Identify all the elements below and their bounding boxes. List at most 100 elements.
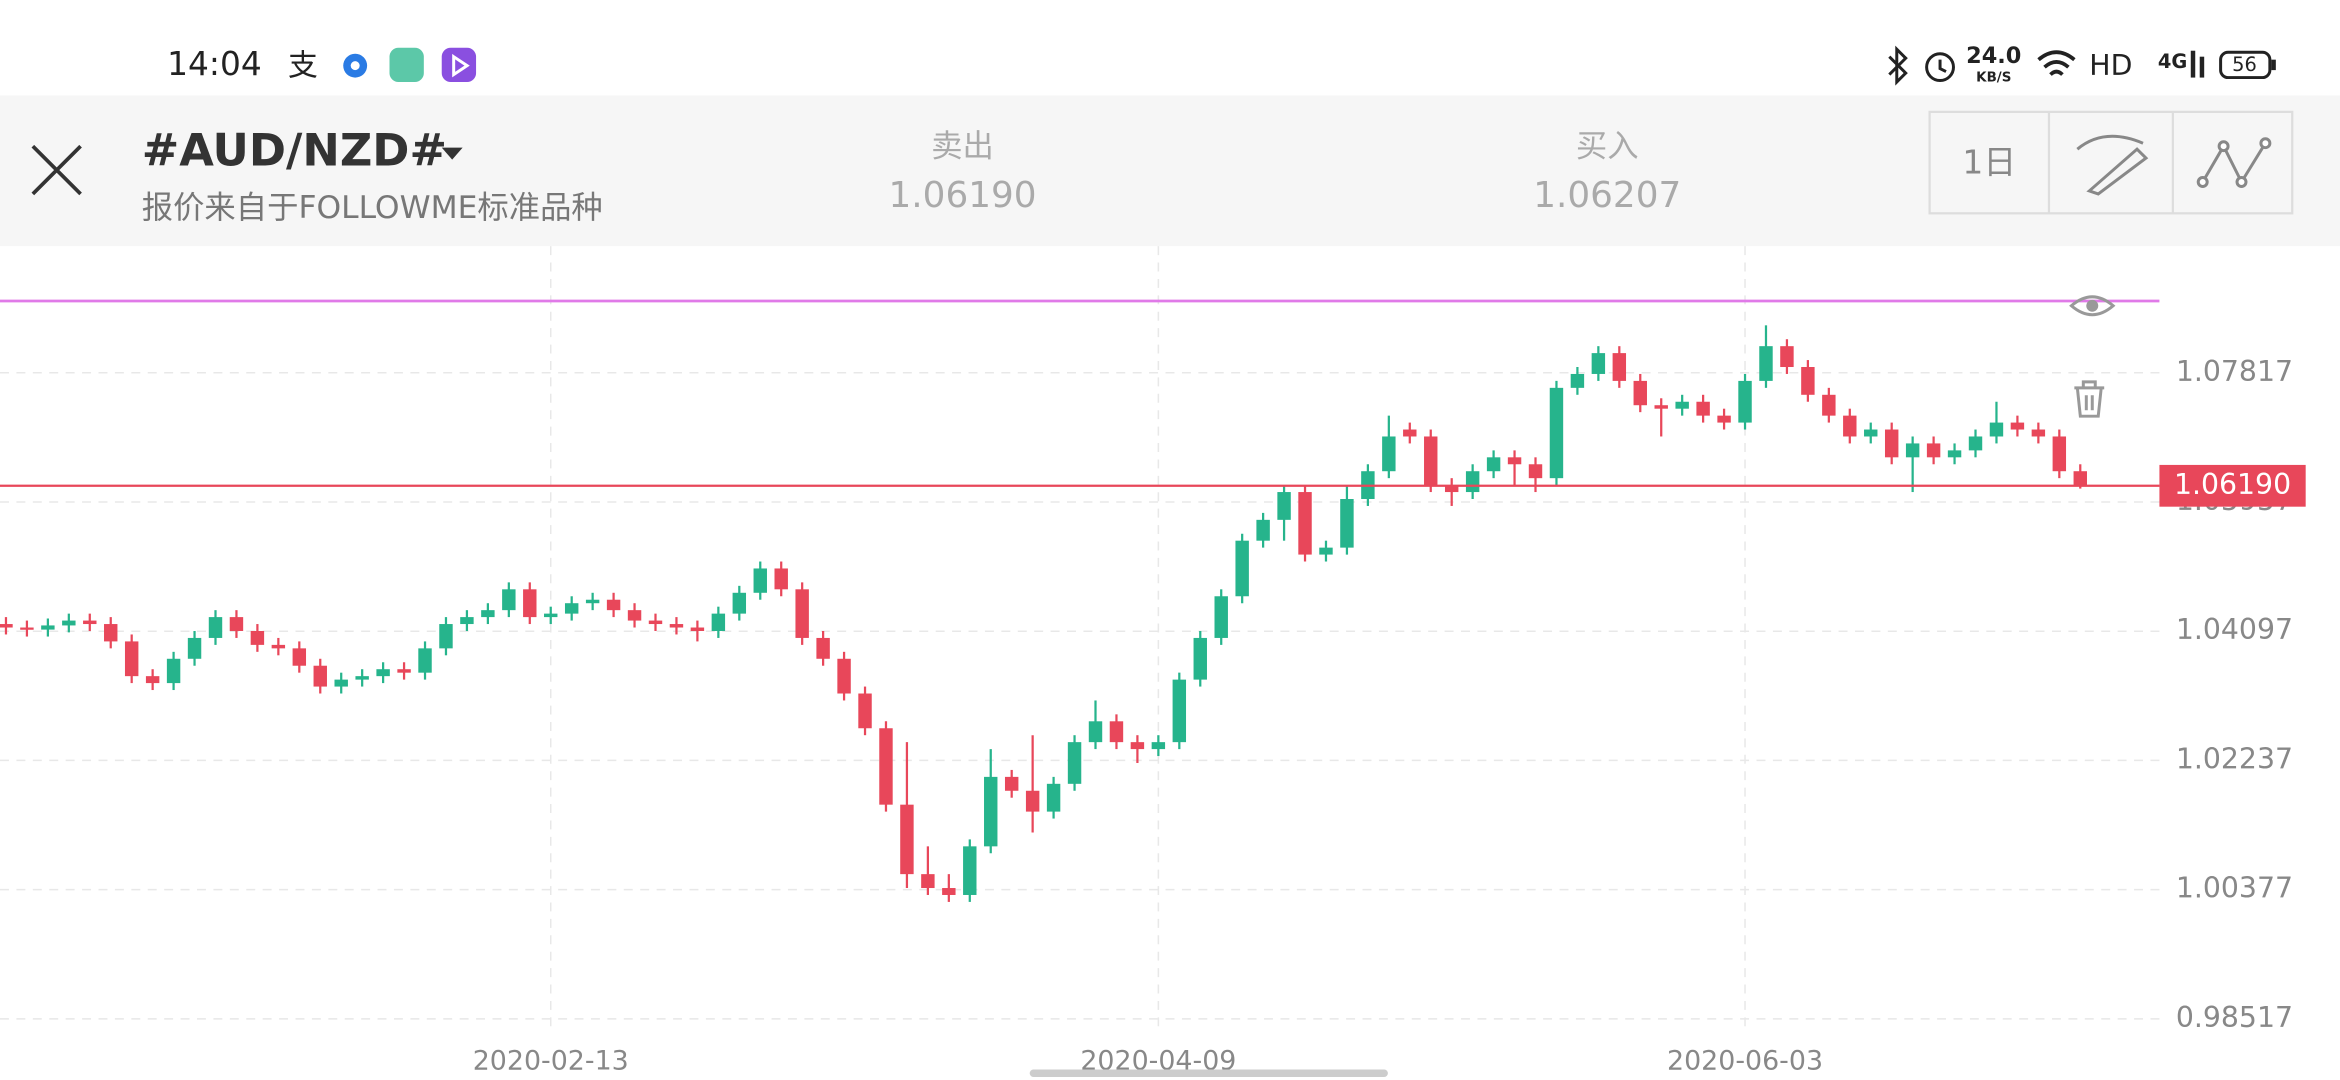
candle-body (1507, 457, 1522, 465)
symbol-dropdown[interactable] (441, 147, 463, 160)
candle-body (1675, 401, 1689, 409)
candle-body (795, 589, 809, 638)
candle-body (1088, 721, 1103, 743)
svg-text:支: 支 (288, 49, 318, 84)
candle-body (1319, 547, 1333, 555)
candle-body (669, 624, 684, 628)
candle-body (774, 568, 788, 590)
line-tool-button[interactable] (2201, 142, 2267, 186)
candle-body (1926, 443, 1941, 458)
line-eye-icon[interactable] (2069, 295, 2116, 317)
candle-body (1591, 353, 1606, 374)
candle-body (837, 658, 851, 694)
candle-body (1382, 436, 1396, 472)
price-label: 1.06190 (2174, 468, 2291, 501)
candle-body (1864, 429, 1878, 437)
y-tick-label: 1.07817 (2176, 355, 2293, 388)
candle-body (334, 679, 348, 687)
candle-body (900, 804, 914, 875)
candle-body (1801, 367, 1815, 395)
candle-body (1277, 492, 1291, 520)
x-tick-label: 2020-06-03 (1667, 1046, 1823, 1077)
candle-body (2052, 436, 2067, 472)
draw-tool-button[interactable] (2076, 134, 2149, 196)
candle-body (1884, 429, 1899, 458)
candle-body (124, 641, 139, 677)
close-button[interactable] (31, 144, 82, 196)
buy-label: 买入 (1576, 129, 1639, 165)
candle-body (627, 610, 642, 621)
y-tick-label: 1.00377 (2176, 872, 2293, 905)
period-button[interactable]: 1日 (1962, 144, 2016, 182)
candle-body (1046, 783, 1061, 812)
battery-level: 56 (2232, 53, 2257, 76)
candle-body (963, 846, 977, 895)
candle-body (481, 610, 495, 618)
candle-body (1696, 401, 1710, 416)
candle-body (523, 589, 537, 618)
symbol[interactable]: #AUD/NZD# (142, 124, 447, 177)
candle-body (1424, 436, 1438, 486)
candle-body (1025, 790, 1040, 812)
candle-body (41, 625, 55, 630)
candle-body (62, 620, 76, 626)
candle-body (606, 599, 621, 611)
candle-body (271, 644, 286, 649)
hd-indicator: HD (2089, 49, 2132, 82)
candle-body (0, 624, 13, 628)
candle-body (879, 728, 893, 805)
candle-body (942, 888, 956, 895)
candle-body (1235, 540, 1249, 597)
candle-body (2031, 429, 2046, 437)
candle-body (1822, 394, 1836, 416)
candle-body (1843, 415, 1857, 437)
candle-body (1612, 353, 1627, 381)
candle-body (104, 624, 118, 642)
candle-body (1444, 485, 1459, 493)
candle-body (1214, 596, 1228, 638)
candle-body (1340, 499, 1354, 548)
candle-body (1403, 429, 1417, 437)
candle-body (355, 676, 369, 680)
candle-body (2073, 471, 2087, 486)
candle-body (690, 627, 705, 631)
candle-body (187, 637, 202, 659)
candle-body (1130, 742, 1145, 750)
sell-price: 1.06190 (889, 175, 1037, 216)
toolbar (1928, 110, 2294, 215)
candle-body (1172, 679, 1187, 743)
candle-body (1528, 464, 1543, 479)
candle-body (1570, 373, 1585, 388)
quote-source: 报价来自于FOLLOWME标准品种 (142, 190, 603, 226)
candle-body (1549, 387, 1564, 479)
candle-body (1067, 742, 1082, 784)
price-label-box (2159, 464, 2306, 507)
y-tick-label: 1.04097 (2176, 613, 2293, 646)
candle-body (145, 676, 160, 684)
candle-body (648, 620, 663, 625)
candle-body (1759, 346, 1773, 381)
y-tick-label: 0.98517 (2176, 1001, 2293, 1034)
home-indicator (1029, 1069, 1388, 1078)
candle-body (1465, 471, 1480, 493)
line-delete-icon[interactable] (2074, 380, 2105, 418)
candle-body (585, 599, 600, 604)
candle-body (1989, 422, 2004, 437)
candle-body (1193, 637, 1207, 680)
net-speed-unit: KB/S (1976, 71, 2011, 86)
candle-body (397, 669, 411, 673)
x-tick-label: 2020-02-13 (473, 1046, 629, 1077)
chart: 2020-02-13 2020-04-09 2020-06-030.985171.0… (0, 246, 2306, 1077)
candle-body (1717, 415, 1731, 423)
candle-body (1004, 776, 1019, 791)
candle-body (1654, 405, 1668, 409)
buy-price: 1.06207 (1533, 175, 1681, 216)
candle-body (1905, 443, 1920, 458)
candle-body (1151, 742, 1166, 750)
candle-body (1486, 457, 1501, 472)
candle-body (460, 617, 474, 625)
sell-label: 卖出 (931, 129, 994, 165)
candle-body (2010, 422, 2025, 430)
